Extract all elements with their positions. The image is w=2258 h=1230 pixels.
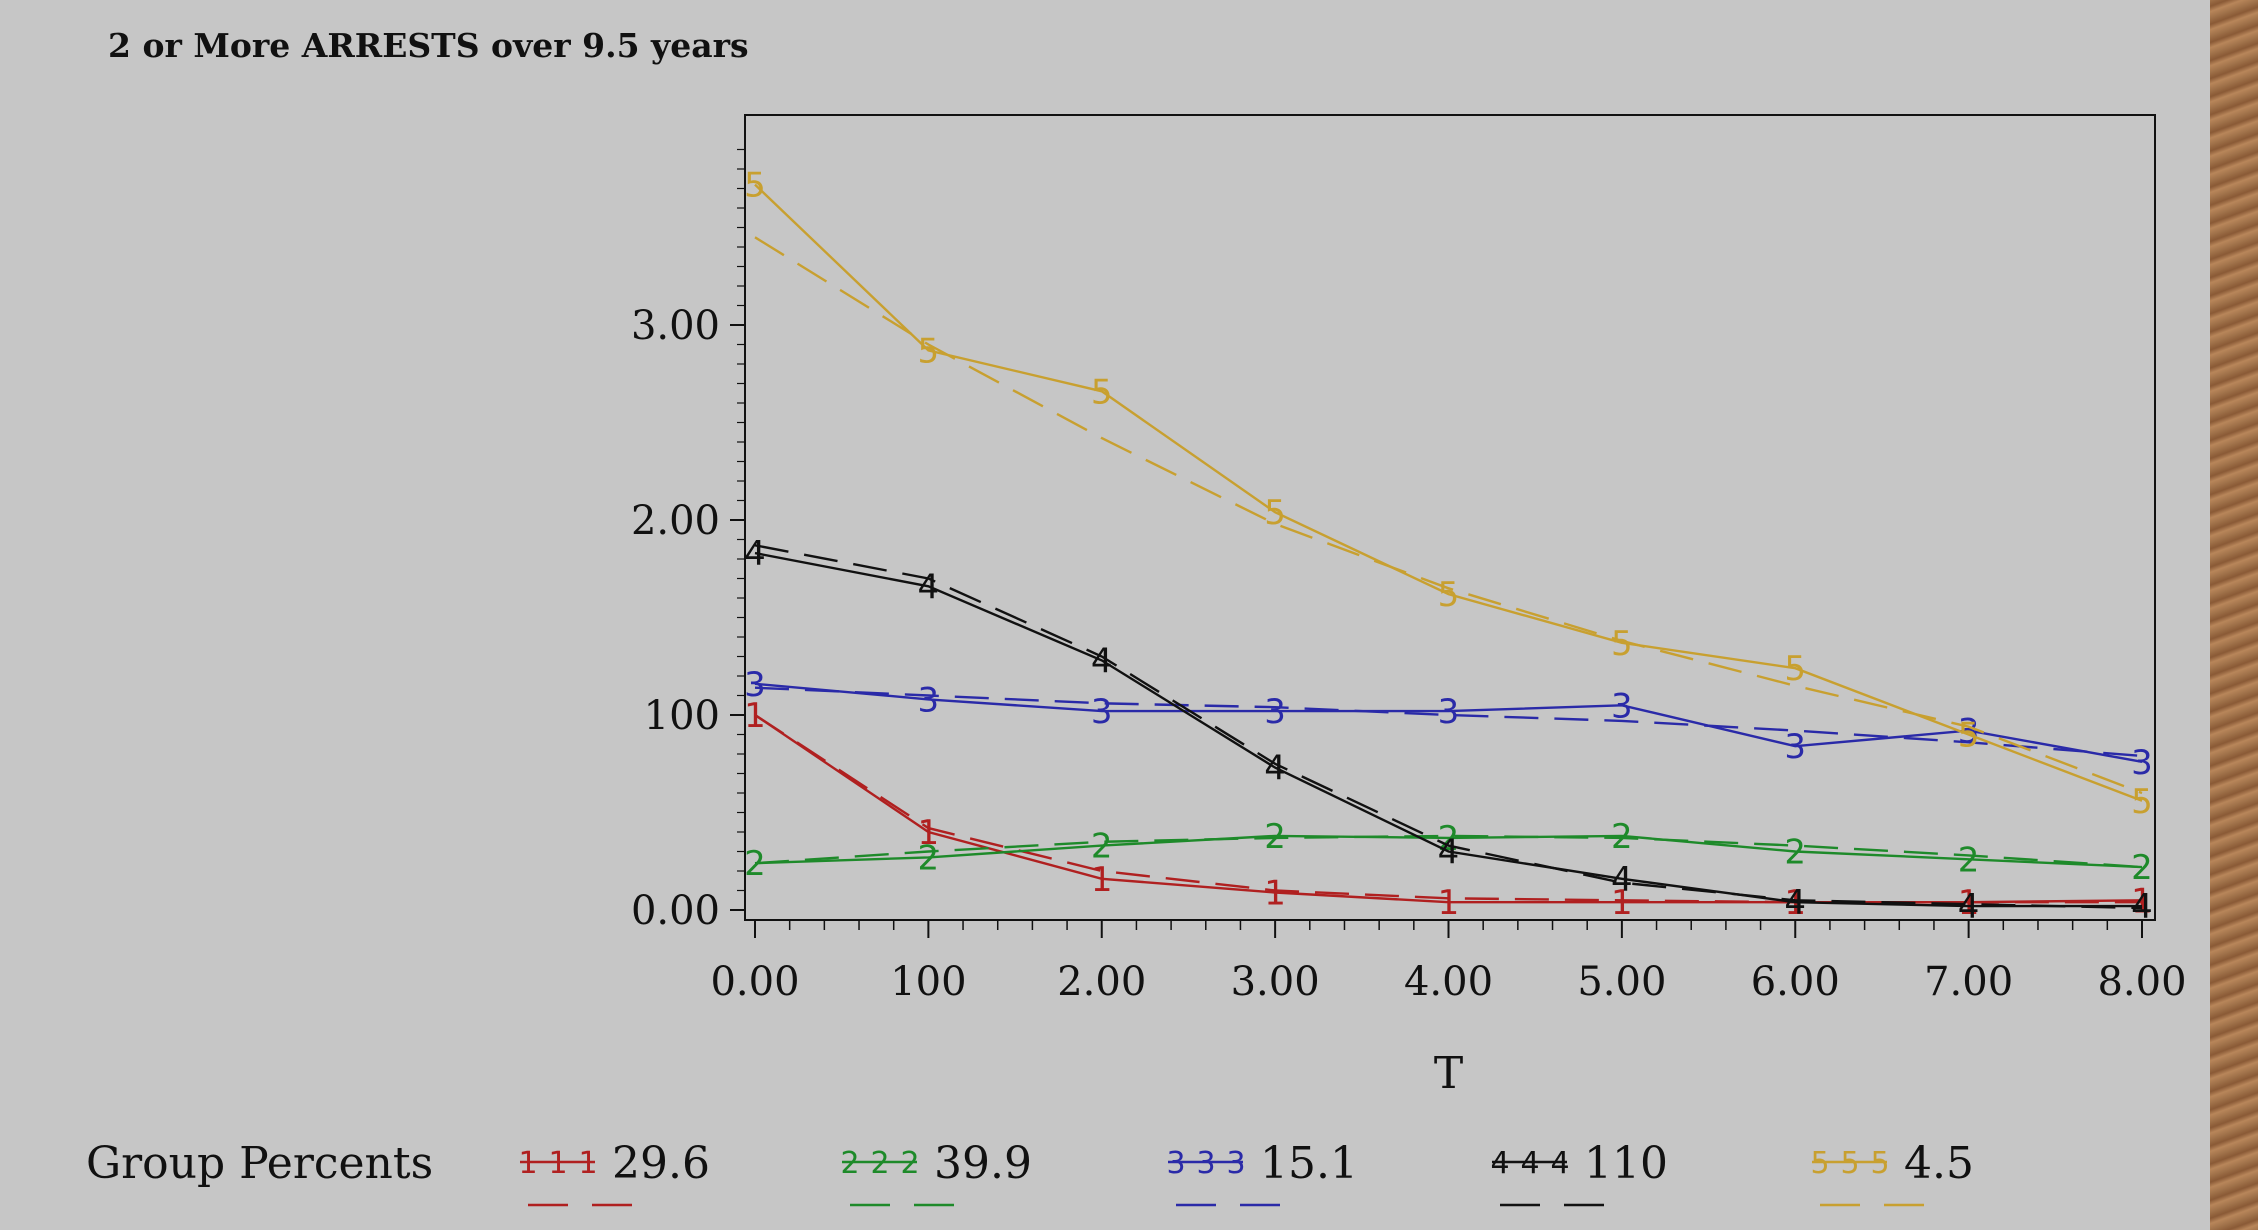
series-1-predicted-line [754, 713, 2142, 904]
series-5-point: 5 [2131, 782, 2153, 822]
series-5-observed-line [754, 183, 2143, 802]
line-chart: 2 or More ARRESTS over 9.5 years 0.00 100… [86, 26, 2187, 1207]
series-2-point: 2 [1784, 833, 1806, 873]
series-3-point: 3 [2131, 743, 2153, 783]
series-4-observed-line [754, 551, 2142, 908]
series-4-point: 4 [2131, 887, 2153, 927]
series-3-point: 3 [918, 680, 940, 720]
series-1-point: 1 [918, 813, 940, 853]
legend-label: 39.9 [934, 1138, 1032, 1189]
axes: 0.00 100 2.00 3.00 4.00 5.00 6.00 7.00 8.00 0.00 1… [631, 148, 2187, 1005]
series-1-point: 1 [2131, 881, 2153, 921]
legend-marker: 1 [578, 1146, 597, 1181]
series-3-point: 3 [744, 665, 766, 705]
series-3-point: 3 [1958, 712, 1980, 752]
series-4-predicted-line [754, 544, 2143, 910]
series-5-point: 5 [1091, 372, 1113, 412]
series-1-point: 1 [1958, 883, 1980, 923]
legend-marker: 4 [1550, 1146, 1569, 1181]
x-tick-label: 0.00 [710, 959, 799, 1005]
legend-marker: 2 [870, 1146, 889, 1181]
series-5-point: 5 [1784, 649, 1806, 689]
chart-subtitle: 2 or More ARRESTS over 9.5 years [108, 26, 749, 65]
series-3-point: 3 [1784, 727, 1806, 767]
chart-canvas: 2 or More ARRESTS over 9.5 years 0.00 100… [86, 26, 2187, 1207]
series-2-point: 2 [1611, 817, 1633, 857]
legend-marker: 3 [1196, 1146, 1215, 1181]
plot-area-frame [744, 114, 2156, 921]
series-3-observed-line [754, 682, 2143, 763]
legend-marker: 5 [1840, 1146, 1859, 1181]
series-2-point: 2 [1264, 817, 1286, 857]
legend-label: 29.6 [612, 1138, 710, 1189]
x-tick-label: 5.00 [1577, 959, 1666, 1005]
series-5-point: 5 [1958, 716, 1980, 756]
series-5-point: 5 [1264, 493, 1286, 533]
series-4-point: 4 [1611, 860, 1633, 900]
series-4-point: 4 [1958, 887, 1980, 927]
series-1-point: 1 [1438, 883, 1460, 923]
series-4-point: 4 [1784, 883, 1806, 923]
series-3-point: 3 [1611, 686, 1633, 726]
legend-marker: 2 [900, 1146, 919, 1181]
legend-marker: 2 [840, 1146, 859, 1181]
series-4-point: 4 [918, 567, 940, 607]
series-2-point: 2 [2131, 848, 2153, 888]
series-4-point: 4 [744, 534, 766, 574]
x-tick-label: 6.00 [1751, 959, 1840, 1005]
y-tick-label: 2.00 [631, 498, 720, 544]
legend-marker: 4 [1520, 1146, 1539, 1181]
decorative-side-border [2210, 0, 2258, 1230]
x-tick-label: 4.00 [1404, 959, 1493, 1005]
series-2-point: 2 [744, 844, 766, 884]
series-4-point: 4 [1438, 833, 1460, 873]
y-tick-label: 3.00 [631, 303, 720, 349]
x-tick-label: 2.00 [1057, 959, 1146, 1005]
series-3-predicted-line [754, 686, 2143, 758]
x-tick-label: 3.00 [1231, 959, 1320, 1005]
x-tick-label: 8.00 [2097, 959, 2186, 1005]
series-1-point: 1 [1611, 883, 1633, 923]
legend-marker: 3 [1166, 1146, 1185, 1181]
series-5-point: 5 [744, 166, 766, 206]
series-1-point: 1 [744, 696, 766, 736]
series-5-point: 5 [1611, 624, 1633, 664]
x-axis-title: T [1434, 1048, 1463, 1099]
y-tick-label: 100 [644, 693, 720, 739]
series-4-point: 4 [1264, 749, 1286, 789]
legend-marker: 3 [1226, 1146, 1245, 1181]
legend-marker: 5 [1810, 1146, 1829, 1181]
legend-label: 4.5 [1904, 1138, 1974, 1189]
series-5-point: 5 [918, 331, 940, 371]
series-3-point: 3 [1091, 692, 1113, 732]
series-1-point: 1 [1264, 873, 1286, 913]
legend-label: 110 [1584, 1138, 1668, 1189]
series-1-observed-line [754, 714, 2143, 904]
series-2-point: 2 [918, 838, 940, 878]
series-2-predicted-line [754, 834, 2143, 869]
legend-marker: 5 [1870, 1146, 1889, 1181]
legend-label: 15.1 [1260, 1138, 1358, 1189]
series-5-point: 5 [1438, 575, 1460, 615]
x-tick-label: 100 [890, 959, 966, 1005]
legend-marker: 1 [548, 1146, 567, 1181]
x-tick-label: 7.00 [1924, 959, 2013, 1005]
y-tick-label: 0.00 [631, 888, 720, 934]
legend-marker: 4 [1490, 1146, 1509, 1181]
series-2-observed-line [754, 834, 2143, 869]
series-3-point: 3 [1264, 692, 1286, 732]
series-2-point: 2 [1958, 840, 1980, 880]
series-1-point: 1 [1091, 860, 1113, 900]
legend: 1 1 1 29.6 2 2 2 39.9 3 3 3 15.1 4 4 4 110 5 5 5 4.5 [518, 1138, 1974, 1207]
legend-title: Group Percents [86, 1138, 433, 1189]
series-2-point: 2 [1091, 827, 1113, 867]
series-4-point: 4 [1091, 641, 1113, 681]
series-3-point: 3 [1438, 692, 1460, 732]
legend-marker: 1 [518, 1146, 537, 1181]
